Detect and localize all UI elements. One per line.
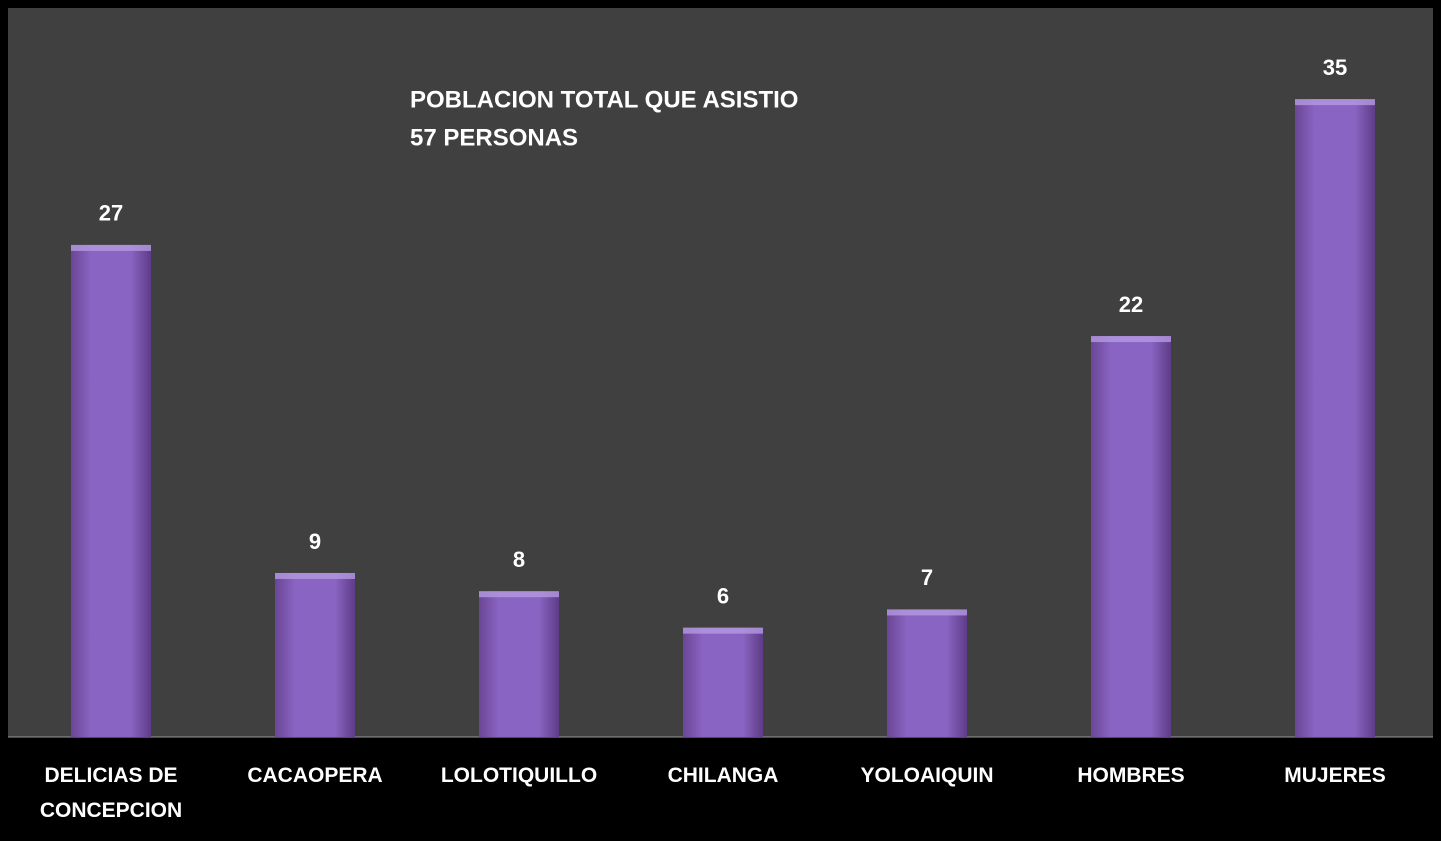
x-tick-label: MUJERES: [1284, 764, 1386, 787]
bar-cap: [479, 591, 559, 598]
plot-area: [8, 8, 1433, 737]
bar-cap: [683, 627, 763, 634]
x-tick-label: CACAOPERA: [247, 764, 383, 787]
chart-subtitle: 57 PERSONAS: [410, 124, 578, 151]
data-label: 27: [99, 201, 123, 226]
data-label: 35: [1323, 55, 1347, 80]
data-label: 7: [921, 565, 933, 590]
bar: [887, 609, 967, 737]
bar: [1091, 336, 1171, 737]
x-tick-label: HOMBRES: [1077, 764, 1185, 787]
data-label: 9: [309, 529, 321, 554]
bar: [1295, 99, 1375, 737]
data-label: 6: [717, 583, 729, 608]
bar-cap: [275, 572, 355, 579]
bar-cap: [1295, 99, 1375, 106]
bar: [479, 591, 559, 737]
data-label: 8: [513, 547, 525, 572]
bar-cap: [1091, 336, 1171, 343]
bar: [683, 627, 763, 737]
chart-title: POBLACION TOTAL QUE ASISTIO: [410, 86, 798, 113]
x-tick-label: LOLOTIQUILLO: [440, 764, 598, 787]
x-tick-label: DELICIAS DE CONCEPCION: [39, 764, 183, 822]
data-label: 22: [1119, 292, 1143, 317]
x-tick-label: CHILANGA: [667, 764, 779, 787]
bar-cap: [71, 244, 151, 251]
bar: [71, 244, 151, 738]
x-tick-label: YOLOAIQUIN: [860, 764, 994, 787]
bar-cap: [887, 609, 967, 616]
bar: [275, 572, 355, 737]
